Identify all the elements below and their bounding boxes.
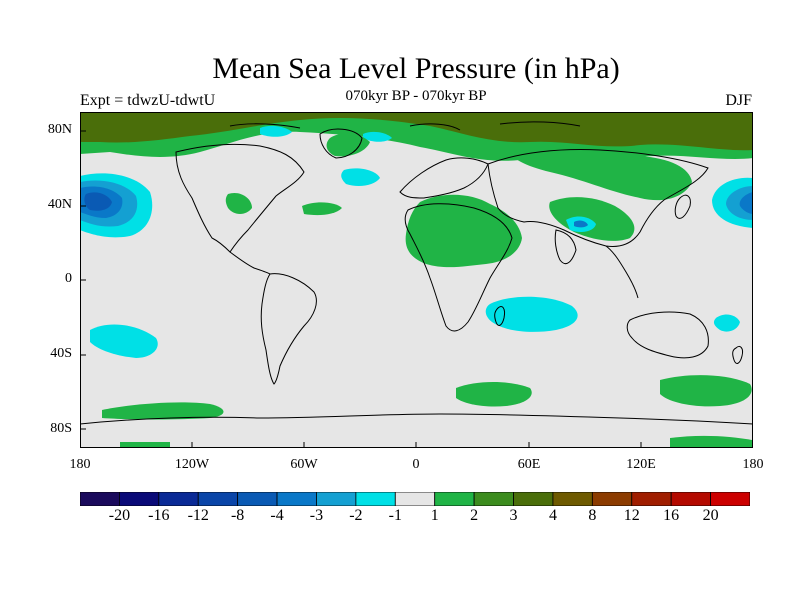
arctic-islands-outline (229, 121, 581, 131)
europe-outline (399, 157, 489, 199)
colorbar-box (710, 492, 750, 506)
atlantic-positive-patch (302, 202, 342, 216)
north-pacific-east-negative-core (739, 192, 753, 214)
lon-label: 60W (290, 457, 318, 472)
colorbar-label: 16 (663, 507, 680, 524)
colorbar-box (394, 492, 436, 506)
colorbar-box (591, 492, 633, 506)
south-atlantic-positive-patch (456, 382, 532, 407)
lat-label: 0 (65, 271, 72, 286)
africa-positive-region (405, 194, 522, 268)
antarctic-positive-patch-2 (670, 435, 752, 448)
antarctic-positive-patch (120, 442, 170, 448)
lon-label: 180 (742, 457, 764, 472)
colorbar-label: 12 (623, 507, 640, 524)
siberia-positive-region (510, 149, 692, 201)
colorbar-label: -4 (270, 507, 284, 524)
atlantic-negative-patch (341, 168, 380, 186)
colorbar-box (237, 492, 278, 506)
south-pacific-negative-patch (90, 324, 158, 358)
madagascar-outline (494, 305, 505, 326)
colorbar-box (80, 492, 120, 506)
season-label: DJF (725, 92, 752, 109)
lon-label: 60E (517, 457, 541, 472)
australia-outline (626, 311, 709, 359)
colorbar-label: 1 (430, 507, 439, 524)
indian-ocean-negative-patch (485, 296, 578, 332)
arctic-negative-patch (260, 125, 292, 137)
lat-label: 80S (50, 421, 72, 436)
colorbar-label: -16 (148, 507, 170, 524)
southern-ocean-positive-patch (102, 402, 224, 420)
north-america-outline (175, 143, 305, 253)
colorbar-label: -20 (108, 507, 131, 524)
colorbar-box (276, 492, 317, 506)
colorbar-box (158, 492, 199, 506)
africa-outline (404, 203, 513, 332)
colorbar-label: -12 (187, 507, 209, 524)
map-ticks (80, 130, 642, 448)
colorbar-box (316, 492, 357, 506)
lat-label: 40N (47, 197, 72, 212)
south-america-outline (260, 273, 317, 385)
colorbar-box (355, 492, 396, 506)
colorbar-label: 20 (702, 507, 719, 524)
colorbar-label: 4 (548, 507, 557, 524)
colorbar-label: -8 (230, 507, 245, 524)
antarctica-outline (80, 413, 753, 425)
chart-subtitle: 070kyr BP - 070kyr BP (345, 88, 487, 104)
colorbar-label: -2 (349, 507, 363, 524)
india-outline (554, 229, 577, 265)
japan-outline (674, 194, 691, 219)
australia-negative-patch (713, 314, 740, 332)
arctic-negative-patch-2 (363, 131, 392, 142)
pressure-map (80, 112, 753, 448)
lon-label: 0 (412, 457, 420, 472)
colorbar-box (434, 492, 475, 506)
colorbar-box (552, 492, 593, 506)
lon-label: 180 (69, 457, 91, 472)
greenland-outline (319, 128, 363, 159)
colorbar (80, 492, 750, 506)
lat-label: 40S (50, 346, 72, 361)
coastlines (80, 121, 753, 425)
north-pacific-negative-center (84, 192, 112, 211)
arctic-dark-region (80, 112, 753, 151)
south-indian-positive-patch (660, 375, 752, 407)
colorbar-box (473, 492, 514, 506)
lon-label: 120W (174, 457, 210, 472)
tibet-negative-core (574, 220, 588, 228)
colorbar-label: 8 (588, 507, 597, 524)
colorbar-box (631, 492, 672, 506)
experiment-label: Expt = tdwzU-tdwtU (80, 92, 216, 109)
colorbar-label: 2 (470, 507, 479, 524)
colorbar-label: -3 (309, 507, 324, 524)
southeast-asia-outline (605, 245, 639, 299)
chart-title: Mean Sea Level Pressure (in hPa) (212, 52, 620, 85)
lat-label: 80N (47, 122, 72, 137)
colorbar-box (197, 492, 239, 506)
colorbar-box (119, 492, 160, 506)
central-america-outline (229, 251, 271, 275)
colorbar-box (670, 492, 711, 506)
colorbar-box (513, 492, 554, 506)
lon-label: 120E (626, 457, 656, 472)
colorbar-label: 3 (509, 507, 518, 524)
colorbar-label: -1 (388, 507, 402, 524)
new-zealand-outline (732, 345, 743, 364)
asia-outline (487, 149, 709, 247)
greenland-positive-region (326, 133, 370, 157)
north-america-positive-patch (225, 192, 252, 214)
